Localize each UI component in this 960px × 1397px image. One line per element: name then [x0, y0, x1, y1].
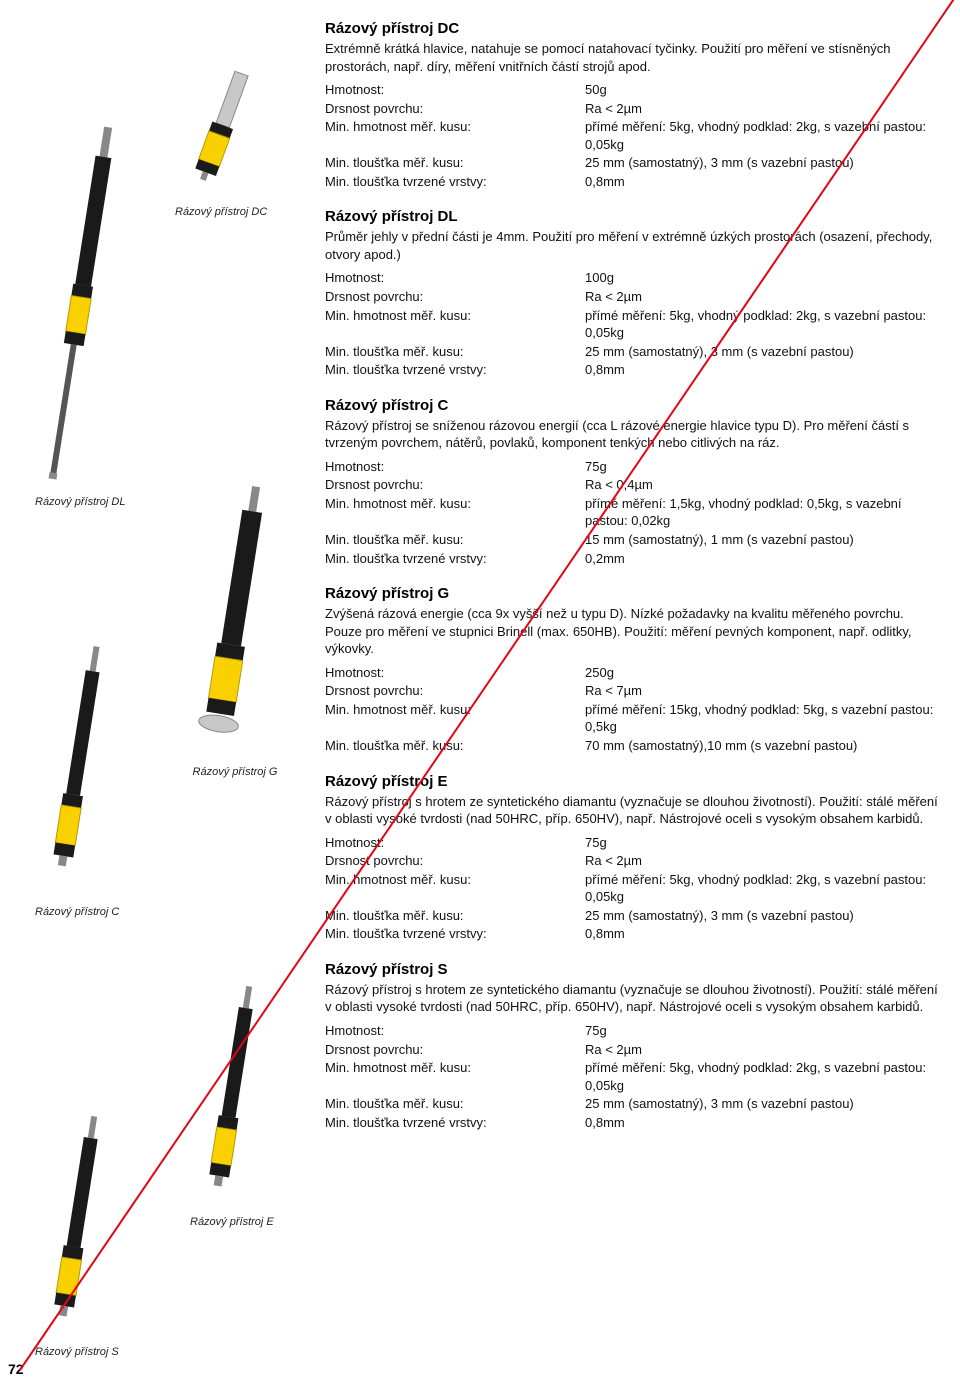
probe-s-icon [42, 1110, 112, 1340]
spec-label: Hmotnost: [325, 1022, 585, 1040]
spec-value: 0,8mm [585, 173, 940, 191]
figure-e: Rázový přístroj E [190, 980, 274, 1228]
spec-label: Min. hmotnost měř. kusu: [325, 307, 585, 342]
section-dc-title: Rázový přístroj DC [325, 20, 940, 37]
spec-value: Ra < 0,4µm [585, 476, 940, 494]
spec-label: Min. tloušťka měř. kusu: [325, 737, 585, 755]
section-dl-desc: Průměr jehly v přední části je 4mm. Použ… [325, 228, 940, 263]
spec-label: Min. hmotnost měř. kusu: [325, 1059, 585, 1094]
spec-label: Drsnost povrchu: [325, 682, 585, 700]
spec-value: 25 mm (samostatný), 3 mm (s vazební past… [585, 907, 940, 925]
content-column: Rázový přístroj DC Extrémně krátká hlavi… [325, 20, 940, 1149]
spec-label: Hmotnost: [325, 834, 585, 852]
spec-value: přímé měření: 1,5kg, vhodný podklad: 0,5… [585, 495, 940, 530]
figure-c-caption: Rázový přístroj C [35, 906, 119, 918]
spec-label: Min. tloušťka měř. kusu: [325, 531, 585, 549]
spec-value: 25 mm (samostatný), 3 mm (s vazební past… [585, 343, 940, 361]
spec-label: Hmotnost: [325, 458, 585, 476]
spec-label: Hmotnost: [325, 664, 585, 682]
section-c-title: Rázový přístroj C [325, 397, 940, 414]
spec-value: 100g [585, 269, 940, 287]
figure-g: Rázový přístroj G [190, 480, 280, 778]
spec-value: přímé měření: 15kg, vhodný podklad: 5kg,… [585, 701, 940, 736]
section-c-desc: Rázový přístroj se sníženou rázovou ener… [325, 417, 940, 452]
spec-label: Min. tloušťka tvrzené vrstvy: [325, 361, 585, 379]
spec-value: Ra < 2µm [585, 288, 940, 306]
spec-value: 75g [585, 458, 940, 476]
probe-dc-icon [181, 60, 261, 200]
spec-value: 15 mm (samostatný), 1 mm (s vazební past… [585, 531, 940, 549]
figure-s: Rázový přístroj S [35, 1110, 119, 1358]
spec-label: Min. hmotnost měř. kusu: [325, 495, 585, 530]
spec-label: Drsnost povrchu: [325, 476, 585, 494]
spec-label: Drsnost povrchu: [325, 100, 585, 118]
spec-label: Min. tloušťka měř. kusu: [325, 343, 585, 361]
section-g: Rázový přístroj G Zvýšená rázová energie… [325, 585, 940, 754]
probe-c-icon [42, 640, 112, 900]
spec-value: Ra < 2µm [585, 100, 940, 118]
spec-value: přímé měření: 5kg, vhodný podklad: 2kg, … [585, 118, 940, 153]
spec-value: 70 mm (samostatný),10 mm (s vazební past… [585, 737, 940, 755]
section-e: Rázový přístroj E Rázový přístroj s hrot… [325, 773, 940, 943]
spec-value: 0,8mm [585, 1114, 940, 1132]
spec-label: Drsnost povrchu: [325, 852, 585, 870]
spec-value: 75g [585, 834, 940, 852]
spec-label: Hmotnost: [325, 81, 585, 99]
section-s: Rázový přístroj S Rázový přístroj s hrot… [325, 961, 940, 1131]
spec-label: Min. tloušťka měř. kusu: [325, 907, 585, 925]
spec-value: 25 mm (samostatný), 3 mm (s vazební past… [585, 1095, 940, 1113]
spec-value: přímé měření: 5kg, vhodný podklad: 2kg, … [585, 1059, 940, 1094]
spec-label: Min. tloušťka tvrzené vrstvy: [325, 550, 585, 568]
spec-label: Min. hmotnost měř. kusu: [325, 118, 585, 153]
spec-label: Min. tloušťka tvrzené vrstvy: [325, 1114, 585, 1132]
section-s-title: Rázový přístroj S [325, 961, 940, 978]
section-dc: Rázový přístroj DC Extrémně krátká hlavi… [325, 20, 940, 190]
spec-label: Min. tloušťka měř. kusu: [325, 154, 585, 172]
section-g-desc: Zvýšená rázová energie (cca 9x vyšší než… [325, 605, 940, 658]
figure-g-caption: Rázový přístroj G [193, 766, 278, 778]
figure-dc: Rázový přístroj DC [175, 60, 267, 218]
section-c: Rázový přístroj C Rázový přístroj se sní… [325, 397, 940, 567]
spec-value: 0,8mm [585, 925, 940, 943]
figure-dl: Rázový přístroj DL [35, 120, 125, 508]
spec-value: Ra < 2µm [585, 852, 940, 870]
section-s-desc: Rázový přístroj s hrotem ze syntetického… [325, 981, 940, 1016]
section-dc-desc: Extrémně krátká hlavice, natahuje se pom… [325, 40, 940, 75]
spec-value: 25 mm (samostatný), 3 mm (s vazební past… [585, 154, 940, 172]
figure-s-caption: Rázový přístroj S [35, 1346, 119, 1358]
spec-label: Min. tloušťka tvrzené vrstvy: [325, 925, 585, 943]
section-dl: Rázový přístroj DL Průměr jehly v přední… [325, 208, 940, 378]
spec-value: 50g [585, 81, 940, 99]
figure-e-caption: Rázový přístroj E [190, 1216, 274, 1228]
spec-value: přímé měření: 5kg, vhodný podklad: 2kg, … [585, 871, 940, 906]
spec-value: Ra < 2µm [585, 1041, 940, 1059]
section-e-desc: Rázový přístroj s hrotem ze syntetického… [325, 793, 940, 828]
spec-value: Ra < 7µm [585, 682, 940, 700]
spec-value: 0,8mm [585, 361, 940, 379]
spec-label: Min. tloušťka měř. kusu: [325, 1095, 585, 1113]
probe-e-icon [197, 980, 267, 1210]
spec-value: 0,2mm [585, 550, 940, 568]
figure-dl-caption: Rázový přístroj DL [35, 496, 125, 508]
spec-label: Drsnost povrchu: [325, 288, 585, 306]
figure-dc-caption: Rázový přístroj DC [175, 206, 267, 218]
spec-label: Drsnost povrchu: [325, 1041, 585, 1059]
spec-value: 75g [585, 1022, 940, 1040]
probe-g-icon [190, 480, 280, 760]
spec-label: Hmotnost: [325, 269, 585, 287]
spec-label: Min. tloušťka tvrzené vrstvy: [325, 173, 585, 191]
page-number: 72 [8, 1361, 24, 1377]
figure-c: Rázový přístroj C [35, 640, 119, 918]
section-g-title: Rázový přístroj G [325, 585, 940, 602]
spec-value: 250g [585, 664, 940, 682]
section-e-title: Rázový přístroj E [325, 773, 940, 790]
probe-dl-icon [40, 120, 120, 490]
spec-value: přímé měření: 5kg, vhodný podklad: 2kg, … [585, 307, 940, 342]
spec-label: Min. hmotnost měř. kusu: [325, 871, 585, 906]
section-dl-title: Rázový přístroj DL [325, 208, 940, 225]
spec-label: Min. hmotnost měř. kusu: [325, 701, 585, 736]
